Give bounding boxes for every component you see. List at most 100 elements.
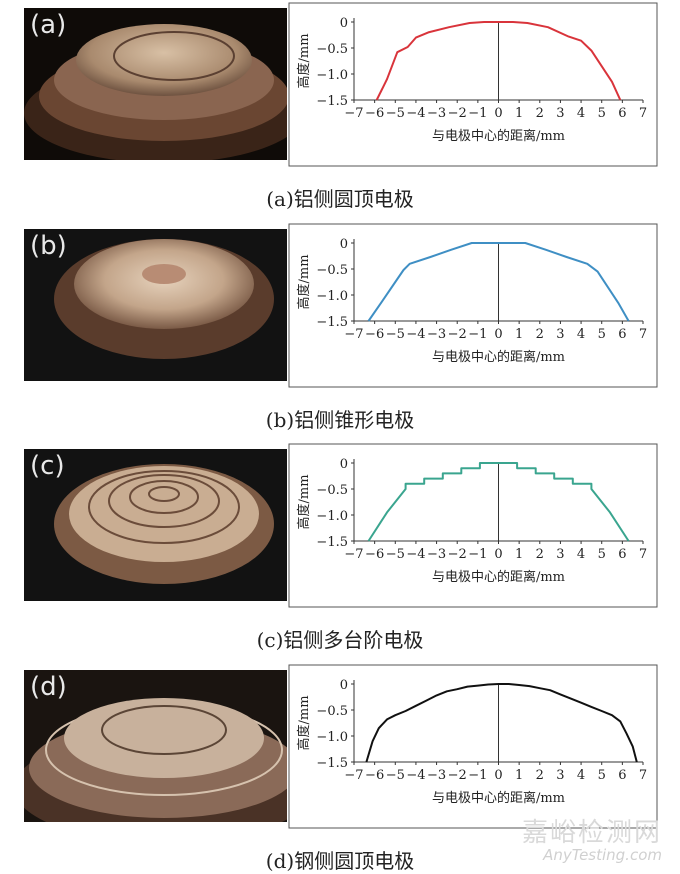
panel-tag: (d) (30, 672, 67, 702)
x-axis-label: 与电极中心的距离/mm (432, 349, 565, 365)
panel-tag: (c) (30, 451, 65, 481)
x-tick-label: 7 (639, 547, 647, 562)
y-tick-label: −1.0 (316, 289, 348, 304)
height-profile-chart: −7 −6 −5 −4 −3 −2 −1 0 1 2 3 4 5 6 70−0.5−1.0−1.5与电极中心… (288, 664, 658, 829)
x-tick-label: −3 (427, 106, 446, 121)
x-axis-label: 与电极中心的距离/mm (432, 128, 565, 144)
dome-electrode-image (24, 24, 287, 160)
x-tick-label: −1 (468, 327, 487, 342)
x-axis-label: 与电极中心的距离/mm (432, 790, 565, 806)
x-tick-label: −6 (365, 327, 384, 342)
x-tick-label: −4 (406, 327, 425, 342)
electrode-photo: (c) (24, 449, 287, 601)
x-tick-label: 3 (556, 547, 564, 562)
chart-frame (288, 223, 658, 388)
x-tick-label: −5 (386, 327, 405, 342)
panel-caption: (b)铝侧锥形电极 (265, 408, 415, 432)
x-tick-label: 5 (598, 327, 606, 342)
chart-frame (288, 664, 658, 829)
x-tick-label: 2 (536, 106, 544, 121)
y-tick-label: −0.5 (316, 42, 348, 57)
x-tick-label: 2 (536, 327, 544, 342)
watermark-en: AnyTesting.com (543, 846, 662, 864)
x-tick-label: −5 (386, 106, 405, 121)
x-tick-label: 0 (494, 768, 502, 783)
series-line (367, 242, 630, 322)
series-line (365, 683, 638, 763)
x-tick-label: 1 (515, 768, 523, 783)
y-tick-label: −0.5 (316, 483, 348, 498)
x-tick-label: 7 (639, 106, 647, 121)
panel-tag: (a) (30, 10, 67, 40)
chart-frame (288, 2, 658, 167)
y-axis-label: 高度/mm (296, 254, 312, 309)
x-tick-label: 0 (494, 106, 502, 121)
x-tick-label: −2 (448, 547, 467, 562)
panel-caption: (c)铝侧多台阶电极 (256, 628, 424, 652)
x-tick-label: −2 (448, 768, 467, 783)
electrode-photo: (a) (24, 8, 287, 160)
x-tick-label: 2 (536, 768, 544, 783)
y-axis-label: 高度/mm (296, 474, 312, 529)
x-tick-label: 3 (556, 106, 564, 121)
x-tick-label: 4 (577, 106, 585, 121)
cone-electrode-image (54, 239, 274, 359)
y-tick-label: −1.5 (316, 535, 348, 550)
x-tick-label: −2 (448, 327, 467, 342)
x-tick-label: −6 (365, 106, 384, 121)
x-tick-label: 7 (639, 327, 647, 342)
x-tick-label: 1 (515, 106, 523, 121)
y-tick-label: −0.5 (316, 704, 348, 719)
electrode-photo: (b) (24, 229, 287, 381)
y-tick-label: −1.0 (316, 68, 348, 83)
y-tick-label: 0 (340, 678, 348, 693)
x-tick-label: −6 (365, 547, 384, 562)
y-tick-label: −1.0 (316, 730, 348, 745)
x-tick-label: −4 (406, 106, 425, 121)
x-tick-label: −4 (406, 768, 425, 783)
y-tick-label: 0 (340, 457, 348, 472)
y-tick-label: −0.5 (316, 263, 348, 278)
y-tick-label: 0 (340, 16, 348, 31)
panel-b: (b) −7 −6 −5 −4 −3 −2 −1 0 1 2 3 4 5 6 7 0 −0.5 −1.0 −1.5 与… (0, 221, 680, 432)
x-tick-label: 1 (515, 327, 523, 342)
panel-d: (d) −7 −6 −5 −4 −3 −2 −1 0 1 2 3 4 5 6 7 0 −0.5 −1.0 −1.5 与… (0, 662, 680, 873)
x-tick-label: −3 (427, 768, 446, 783)
height-profile-chart: −7 −6 −5 −4 −3 −2 −1 0 1 2 3 4 5 6 70−0.5−1.0−1.5与电极中心… (288, 223, 658, 388)
x-tick-label: 2 (536, 547, 544, 562)
x-tick-label: −5 (386, 768, 405, 783)
x-tick-label: 0 (494, 327, 502, 342)
x-tick-label: −1 (468, 768, 487, 783)
watermark-cn: 嘉峪检测网 (521, 818, 662, 848)
y-tick-label: −1.0 (316, 509, 348, 524)
panel-c: (c) −7 −6 −5 −4 −3 −2 −1 0 1 2 3 4 5 6 7 0 −0.5 −1.0 −1.5 与… (0, 441, 680, 652)
y-axis-label: 高度/mm (296, 695, 312, 750)
stepped-electrode-image (54, 464, 274, 584)
x-tick-label: 1 (515, 547, 523, 562)
series-line (375, 21, 622, 101)
steel-dome-electrode-image (24, 698, 287, 822)
x-tick-label: −3 (427, 547, 446, 562)
x-tick-label: −7 (344, 106, 363, 121)
x-tick-label: 6 (618, 327, 626, 342)
x-axis-label: 与电极中心的距离/mm (432, 569, 565, 585)
y-axis-label: 高度/mm (296, 33, 312, 88)
x-tick-label: −1 (468, 547, 487, 562)
x-tick-label: 4 (577, 327, 585, 342)
y-tick-label: −1.5 (316, 756, 348, 771)
x-tick-label: −7 (344, 327, 363, 342)
x-tick-label: 5 (598, 547, 606, 562)
x-tick-label: 6 (618, 106, 626, 121)
x-tick-label: 5 (598, 106, 606, 121)
watermark: 嘉峪检测网 AnyTesting.com (522, 819, 662, 863)
x-tick-label: −5 (386, 547, 405, 562)
panel-caption: (a)铝侧圆顶电极 (266, 187, 414, 211)
electrode-photo: (d) (24, 670, 287, 822)
x-tick-label: 3 (556, 327, 564, 342)
y-tick-label: 0 (340, 237, 348, 252)
panel-caption: (d)钢侧圆顶电极 (265, 849, 415, 873)
y-tick-label: −1.5 (316, 315, 348, 330)
x-tick-label: −3 (427, 327, 446, 342)
x-tick-label: 7 (639, 768, 647, 783)
panel-tag: (b) (30, 231, 67, 261)
